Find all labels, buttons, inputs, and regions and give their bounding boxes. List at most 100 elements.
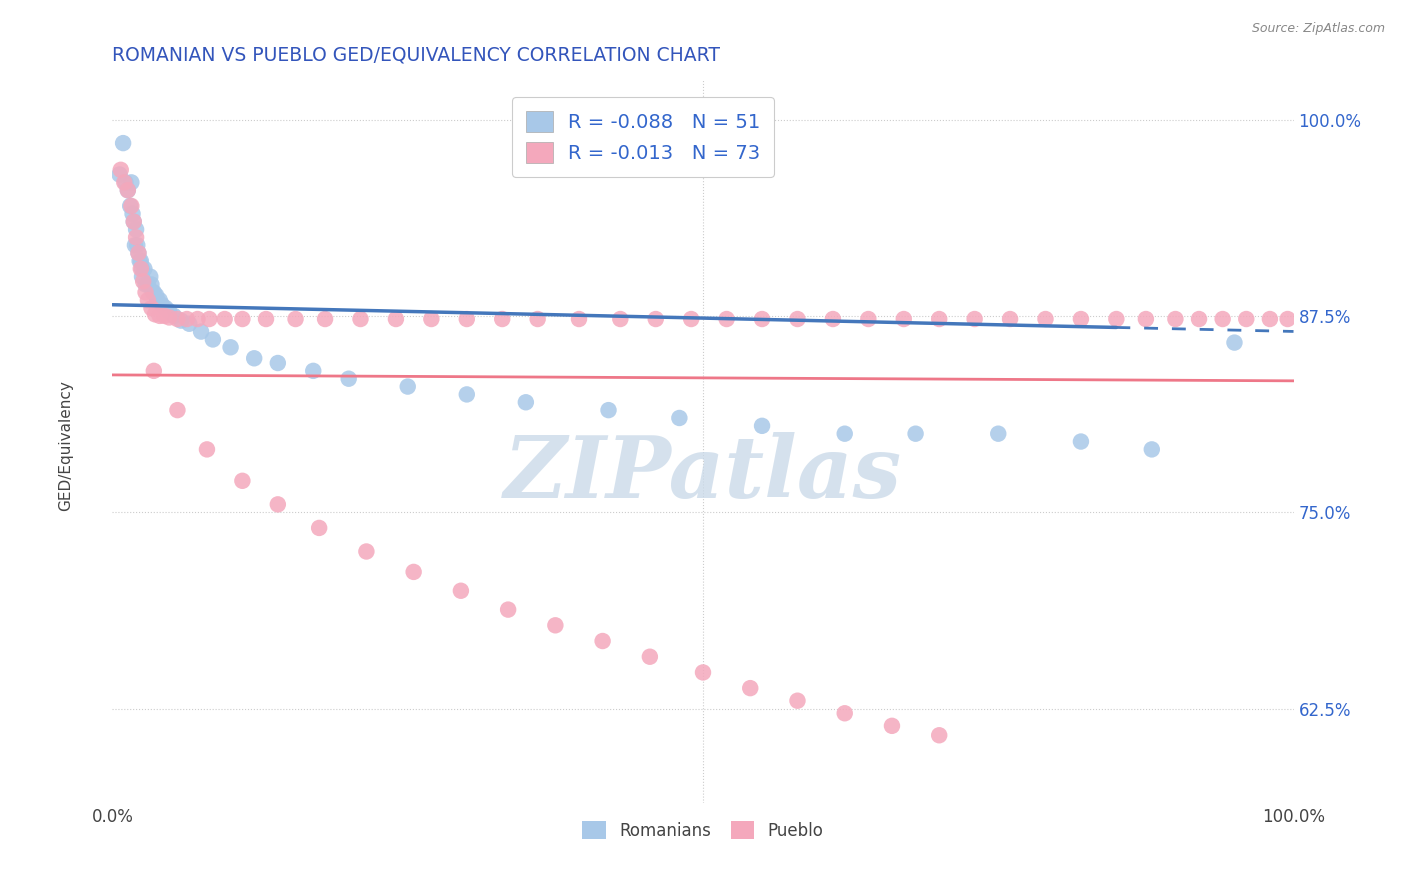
Point <box>592 634 614 648</box>
Point <box>314 312 336 326</box>
Point <box>491 312 513 326</box>
Point <box>166 403 188 417</box>
Point <box>786 312 808 326</box>
Point <box>120 199 142 213</box>
Point <box>231 312 253 326</box>
Point <box>176 312 198 326</box>
Point <box>716 312 738 326</box>
Point <box>110 162 132 177</box>
Point <box>858 312 880 326</box>
Point <box>135 285 157 300</box>
Point <box>1234 312 1257 326</box>
Point <box>681 312 703 326</box>
Point <box>1140 442 1163 457</box>
Point <box>644 312 666 326</box>
Point <box>139 269 162 284</box>
Point <box>1135 312 1157 326</box>
Point <box>121 207 143 221</box>
Point <box>834 426 856 441</box>
Point <box>515 395 537 409</box>
Point <box>132 274 155 288</box>
Point <box>267 356 290 370</box>
Point <box>135 277 157 292</box>
Point <box>214 312 236 326</box>
Point <box>598 403 620 417</box>
Point <box>1188 312 1211 326</box>
Point <box>1070 434 1092 449</box>
Point <box>125 230 148 244</box>
Point <box>254 312 277 326</box>
Point <box>568 312 591 326</box>
Point <box>219 340 242 354</box>
Point <box>308 521 330 535</box>
Point <box>786 694 808 708</box>
Point <box>450 583 472 598</box>
Point <box>267 497 290 511</box>
Point <box>751 418 773 433</box>
Point <box>904 426 927 441</box>
Text: ZIPatlas: ZIPatlas <box>503 433 903 516</box>
Point <box>1070 312 1092 326</box>
Point <box>136 277 159 292</box>
Point <box>166 312 188 326</box>
Point <box>127 246 149 260</box>
Point <box>142 364 165 378</box>
Point <box>134 261 156 276</box>
Point <box>1258 312 1281 326</box>
Point <box>609 312 631 326</box>
Point <box>190 325 212 339</box>
Point <box>186 312 208 326</box>
Point <box>142 285 165 300</box>
Point <box>170 313 193 327</box>
Point <box>1035 312 1057 326</box>
Point <box>117 183 139 197</box>
Point <box>149 293 172 308</box>
Point <box>141 277 163 292</box>
Point <box>146 293 169 308</box>
Point <box>356 544 378 558</box>
Point <box>638 649 661 664</box>
Point <box>122 214 145 228</box>
Point <box>150 298 173 312</box>
Point <box>157 310 180 325</box>
Point <box>201 333 224 347</box>
Point <box>668 411 690 425</box>
Point <box>231 474 253 488</box>
Point <box>821 312 844 326</box>
Point <box>131 269 153 284</box>
Point <box>145 288 167 302</box>
Point <box>120 175 142 189</box>
Point <box>157 304 180 318</box>
Point <box>544 618 567 632</box>
Text: Source: ZipAtlas.com: Source: ZipAtlas.com <box>1251 22 1385 36</box>
Point <box>129 253 152 268</box>
Point <box>117 183 139 197</box>
Point <box>1164 312 1187 326</box>
Point <box>526 312 548 326</box>
Point <box>143 307 166 321</box>
Point <box>1105 312 1128 326</box>
Point <box>195 442 218 457</box>
Point <box>928 312 950 326</box>
Text: ROMANIAN VS PUEBLO GED/EQUIVALENCY CORRELATION CHART: ROMANIAN VS PUEBLO GED/EQUIVALENCY CORRE… <box>112 45 720 65</box>
Point <box>198 312 221 326</box>
Point <box>893 312 915 326</box>
Point <box>928 728 950 742</box>
Point <box>149 309 172 323</box>
Point <box>125 222 148 236</box>
Point <box>128 253 150 268</box>
Point <box>396 379 419 393</box>
Point <box>112 136 135 150</box>
Point <box>1277 312 1299 326</box>
Point <box>284 312 307 326</box>
Point <box>834 706 856 721</box>
Point <box>163 309 186 323</box>
Point <box>337 372 360 386</box>
Point <box>129 261 152 276</box>
Point <box>456 387 478 401</box>
Point <box>692 665 714 680</box>
Point <box>385 312 408 326</box>
Point <box>456 312 478 326</box>
Point <box>880 719 903 733</box>
Point <box>402 565 425 579</box>
